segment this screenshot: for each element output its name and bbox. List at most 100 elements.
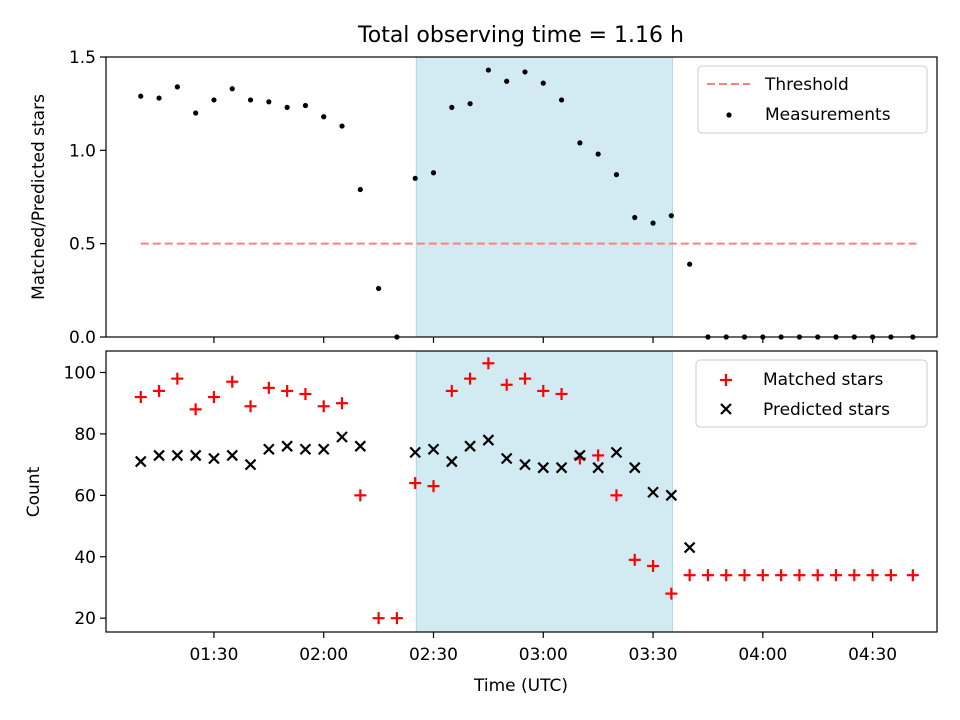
matched-star-point [592,449,605,462]
matched-star-point [610,489,623,502]
measurement-point [632,214,638,221]
matched-star-point [226,375,239,388]
measurement-point [357,186,363,193]
count-panel: 20 40 60 80 100 01:30 02:00 02:30 03:00 03:30 04:… [24,350,938,696]
ratio-y-tick-label: 0.0 [69,328,96,348]
predicted-star-point [647,486,659,499]
predicted-star-point [354,440,367,452]
ratio-x-ticks [213,337,874,343]
predicted-star-point [244,458,257,471]
matched-star-point [189,403,202,416]
predicted-star-point [610,446,623,459]
matched-star-point [390,612,403,625]
measurement-point [211,97,217,103]
count-y-tick-label: 60 [74,486,96,506]
measurement-point [138,93,144,99]
predicted-star-point [409,446,421,459]
matched-star-point [665,587,678,600]
matched-star-point [427,480,440,493]
ratio-plot-frame [105,56,938,338]
predicted-star-point [226,449,239,462]
predicted-star-point [153,449,165,462]
matched-star-point [317,400,330,413]
predicted-star-point [189,449,202,462]
x-tick-label: 04:00 [738,645,787,665]
measurement-point [266,99,272,105]
predicted-star-point [208,452,220,465]
measurement-point [193,110,199,116]
x-tick-label: 03:00 [519,645,568,665]
measurement-point [613,172,620,178]
measurement-point [687,261,693,267]
predicted-star-point [281,440,293,452]
count-y-tick-label: 80 [74,425,96,445]
matched-star-point [354,489,367,502]
predicted-star-point [427,443,440,456]
ratio-legend: Threshold Measurements [697,65,928,134]
matched-star-point [262,381,275,394]
matched-star-point [811,569,824,582]
measurement-points [138,67,916,340]
predicted-star-point [464,440,476,452]
matched-star-point [906,569,919,582]
ratio-y-axis: 0.0 0.5 1.0 1.5 [69,48,106,348]
measurement-point [412,175,418,181]
matched-star-point [482,357,495,370]
predicted-star-point [592,461,604,474]
matched-star-point [683,569,696,582]
count-points [134,357,919,625]
matched-star-point [281,384,294,397]
matched-star-point [409,477,422,490]
matched-legend-label: Matched stars [763,370,883,390]
measurement-point [540,80,546,86]
measurements-legend-label: Measurements [765,105,891,125]
x-tick-label: 02:00 [299,645,348,665]
predicted-star-point [555,461,568,474]
predicted-star-point [299,443,312,456]
matched-star-point [720,569,733,582]
measurement-point [668,213,674,219]
count-x-axis: 01:30 02:00 02:30 03:00 03:30 04:00 04:30 [189,632,897,665]
predicted-star-point [482,434,495,446]
matched-star-point [537,384,550,397]
matched-star-point [701,569,714,582]
x-axis-label: Time (UTC) [473,676,568,696]
measurement-point [302,102,309,109]
matched-star-point [299,387,312,400]
matched-legend-swatch [720,374,732,386]
matched-star-point [464,372,477,385]
measurement-point [577,140,583,146]
measurement-point [449,104,455,110]
matched-star-point [756,569,769,582]
measurement-point [156,95,162,101]
matched-star-point [793,569,806,582]
matched-star-point [884,569,897,582]
matched-star-point [171,372,184,385]
count-y-axis: 20 40 60 80 100 [64,363,106,629]
predicted-star-point [263,443,275,456]
ratio-y-tick-label: 0.5 [69,235,96,255]
predicted-star-point [628,461,641,474]
predicted-star-point [537,461,550,474]
measurement-point [430,170,437,176]
measurement-point [339,123,345,129]
matched-star-point [738,569,751,582]
measurement-point [650,220,656,226]
matched-star-point [134,391,147,404]
measurement-point [376,285,382,292]
count-plot-frame [105,350,938,633]
measurement-point [467,101,473,107]
matched-star-point [336,397,349,410]
count-shaded-interval [415,350,673,633]
predicted-star-point [336,431,348,443]
x-tick-label: 03:30 [629,645,678,665]
matched-star-point [153,384,166,397]
predicted-star-point [665,489,678,502]
count-legend-box [695,359,928,428]
measurement-point [174,84,180,90]
ratio-panel: 0.0 0.5 1.0 1.5 Matched/Predicted stars Thr… [29,48,938,348]
measurement-point [558,97,565,103]
ratio-y-tick-label: 1.5 [69,48,96,68]
measurement-point [504,78,510,84]
matched-star-point [555,387,568,400]
